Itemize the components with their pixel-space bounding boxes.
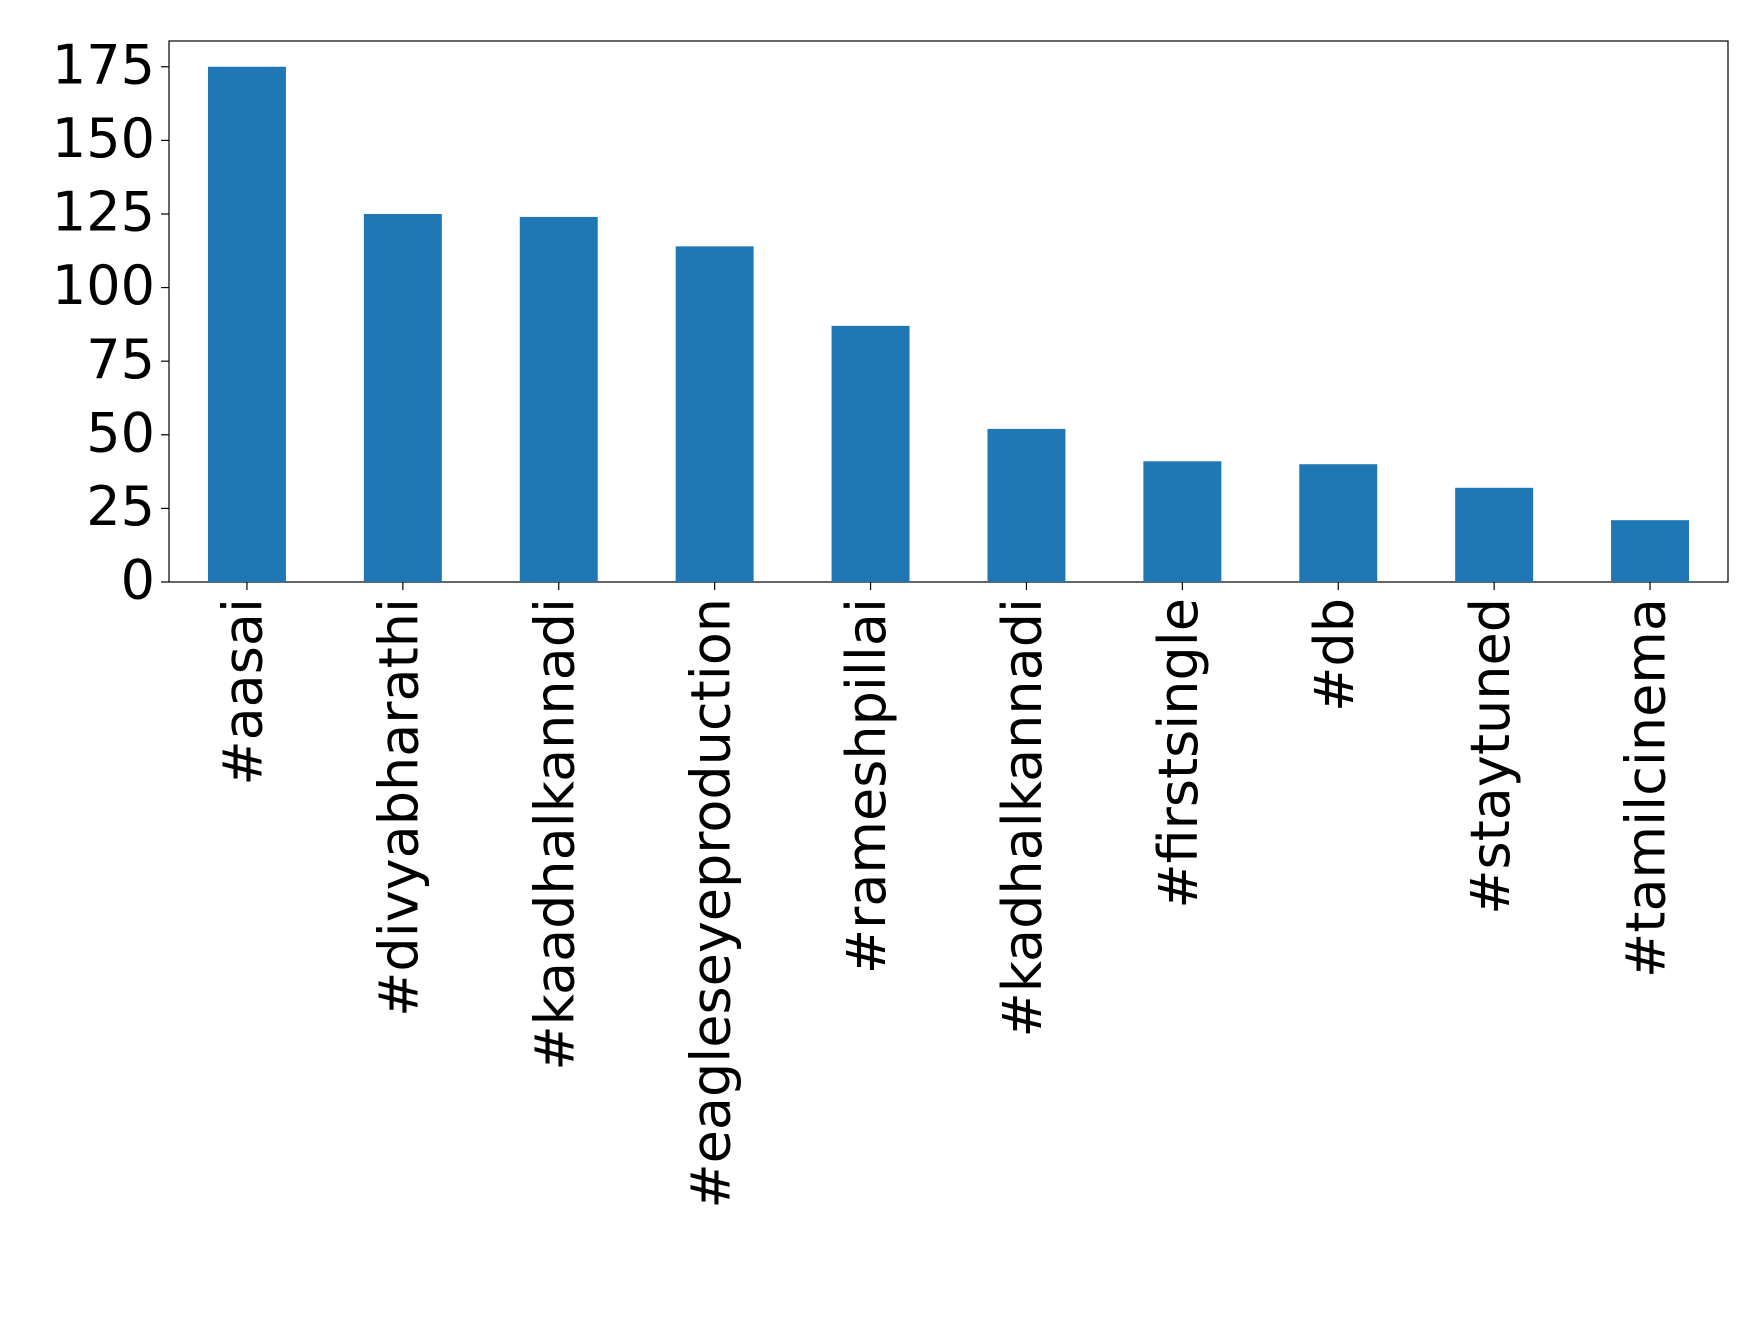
y-tick-label: 75: [86, 328, 155, 391]
x-tick-label: #aasai: [212, 598, 275, 786]
y-tick-label: 100: [52, 254, 155, 317]
bar: [987, 428, 1066, 582]
y-tick-label: 150: [52, 107, 155, 170]
bar: [207, 66, 286, 582]
bar: [519, 216, 598, 583]
x-tick-label: #staytuned: [1459, 598, 1522, 915]
x-tick-label: #divyabharathi: [367, 598, 430, 1017]
bar: [1455, 487, 1534, 582]
x-tick-label: #kadhalkannadi: [991, 598, 1054, 1038]
y-tick-label: 25: [86, 475, 155, 538]
plot-frame: [168, 40, 1729, 583]
y-tick-label: 0: [121, 549, 155, 612]
x-tick-label: #tamilcinema: [1615, 598, 1678, 978]
x-tick-label: #db: [1303, 598, 1366, 712]
bar: [1143, 461, 1222, 582]
x-tick-label: #firstsingle: [1147, 598, 1210, 909]
x-tick-label: #eagleseyeproduction: [679, 598, 742, 1209]
x-tick-label: #rameshpillai: [835, 598, 898, 974]
bar: [363, 213, 442, 583]
y-tick-label: 175: [52, 33, 155, 96]
bar: [1611, 520, 1690, 582]
y-tick-label: 125: [52, 181, 155, 244]
y-tick-label: 50: [86, 401, 155, 464]
bar: [675, 246, 754, 582]
bar: [1299, 464, 1378, 582]
x-tick-label: #kaadhalkannadi: [523, 598, 586, 1071]
bar: [831, 325, 910, 582]
